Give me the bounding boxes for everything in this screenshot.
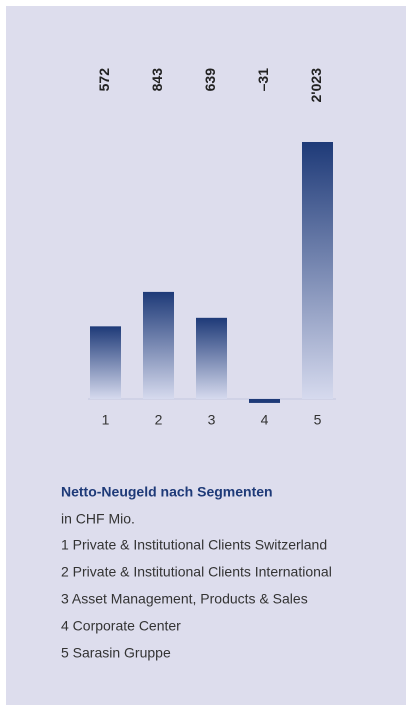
x-tick-label: 2	[155, 412, 163, 428]
legend-item: 3 Asset Management, Products & Sales	[61, 591, 308, 607]
x-tick-label: 1	[102, 412, 110, 428]
x-tick-label: 3	[208, 412, 216, 428]
chart-title: Netto-Neugeld nach Segmenten	[61, 484, 273, 500]
bar	[249, 399, 280, 403]
value-label: 2'023	[308, 68, 324, 103]
value-label: 639	[202, 68, 218, 92]
legend-item: 1 Private & Institutional Clients Switze…	[61, 537, 327, 553]
bar	[143, 291, 174, 399]
x-tick-label: 5	[314, 412, 322, 428]
bar	[196, 317, 227, 399]
legend-item: 2 Private & Institutional Clients Intern…	[61, 564, 332, 580]
legend-item: 5 Sarasin Gruppe	[61, 645, 171, 661]
legend-item: 4 Corporate Center	[61, 618, 181, 634]
x-tick-label: 4	[261, 412, 269, 428]
value-label: 572	[96, 68, 112, 92]
value-label: –31	[255, 68, 271, 92]
subtitle: in CHF Mio.	[61, 511, 135, 527]
bar	[90, 326, 121, 399]
bar	[302, 142, 333, 399]
value-label: 843	[149, 68, 165, 92]
